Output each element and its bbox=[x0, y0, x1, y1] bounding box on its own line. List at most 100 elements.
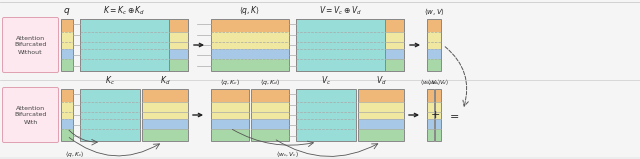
Bar bbox=[251, 119, 289, 129]
Bar bbox=[80, 102, 140, 112]
Bar bbox=[385, 32, 404, 42]
Bar bbox=[427, 89, 434, 141]
Bar bbox=[211, 19, 289, 71]
Bar bbox=[358, 112, 404, 119]
Text: $V_c$: $V_c$ bbox=[321, 75, 331, 87]
Bar bbox=[427, 42, 441, 49]
Bar bbox=[435, 102, 441, 112]
Bar bbox=[296, 59, 385, 71]
Bar bbox=[296, 129, 356, 141]
Bar bbox=[296, 89, 356, 141]
Bar bbox=[61, 119, 73, 129]
Text: $\langle q, K_c \rangle$: $\langle q, K_c \rangle$ bbox=[65, 149, 84, 159]
Bar bbox=[142, 89, 188, 141]
Bar bbox=[142, 119, 188, 129]
Bar bbox=[251, 102, 289, 112]
Bar bbox=[142, 112, 188, 119]
Bar bbox=[296, 19, 385, 32]
Bar bbox=[211, 129, 249, 141]
Text: Bifurcated: Bifurcated bbox=[14, 42, 47, 48]
Bar bbox=[385, 19, 404, 32]
Bar bbox=[251, 112, 289, 119]
Bar bbox=[427, 89, 434, 102]
Bar bbox=[385, 59, 404, 71]
Bar bbox=[296, 102, 356, 112]
Text: Bifurcated: Bifurcated bbox=[14, 113, 47, 118]
Bar bbox=[80, 112, 140, 119]
Bar bbox=[251, 89, 289, 102]
Bar bbox=[385, 42, 404, 49]
Text: Without: Without bbox=[18, 49, 43, 55]
Bar bbox=[251, 89, 289, 141]
Bar bbox=[251, 129, 289, 141]
Bar bbox=[211, 112, 249, 119]
Bar bbox=[80, 129, 140, 141]
Bar bbox=[169, 19, 188, 32]
Bar bbox=[211, 119, 249, 129]
Bar bbox=[435, 112, 441, 119]
Bar bbox=[61, 89, 73, 141]
Bar bbox=[80, 89, 140, 141]
Bar bbox=[80, 42, 169, 49]
FancyBboxPatch shape bbox=[3, 17, 58, 73]
Bar bbox=[211, 102, 249, 112]
Bar bbox=[296, 89, 356, 102]
Bar bbox=[358, 129, 404, 141]
Text: $\langle q, K_d \rangle$: $\langle q, K_d \rangle$ bbox=[260, 77, 280, 87]
Bar bbox=[427, 129, 434, 141]
Bar bbox=[61, 89, 73, 102]
Bar bbox=[169, 42, 188, 49]
Bar bbox=[61, 49, 73, 59]
Bar bbox=[211, 49, 289, 59]
Bar bbox=[427, 49, 441, 59]
Bar bbox=[80, 32, 169, 42]
Bar bbox=[435, 89, 441, 141]
Bar bbox=[211, 32, 289, 42]
Text: $V_d$: $V_d$ bbox=[376, 75, 387, 87]
Bar bbox=[435, 89, 441, 102]
Text: $K_c$: $K_c$ bbox=[105, 75, 115, 87]
Bar bbox=[169, 49, 188, 59]
Text: $\langle w_c, V_c \rangle$: $\langle w_c, V_c \rangle$ bbox=[276, 149, 300, 159]
Bar bbox=[61, 102, 73, 112]
Text: $=$: $=$ bbox=[447, 110, 460, 120]
Bar bbox=[296, 19, 404, 71]
Text: $\langle w_d, V_d \rangle$: $\langle w_d, V_d \rangle$ bbox=[351, 157, 375, 159]
Text: $\langle w_c,V_c\rangle$: $\langle w_c,V_c\rangle$ bbox=[420, 77, 441, 87]
Bar bbox=[80, 89, 140, 102]
Bar bbox=[358, 89, 404, 141]
Bar bbox=[385, 49, 404, 59]
Bar bbox=[385, 19, 404, 71]
Text: $\langle q, K \rangle$: $\langle q, K \rangle$ bbox=[239, 4, 260, 17]
Bar bbox=[427, 112, 434, 119]
Bar bbox=[211, 59, 289, 71]
Bar bbox=[296, 112, 356, 119]
Bar bbox=[80, 19, 169, 32]
Bar bbox=[169, 19, 188, 71]
Bar bbox=[358, 119, 404, 129]
Bar bbox=[80, 59, 169, 71]
Text: $V = V_c \oplus V_d$: $V = V_c \oplus V_d$ bbox=[319, 4, 362, 17]
Bar bbox=[427, 102, 434, 112]
Text: $\langle w, V \rangle$: $\langle w, V \rangle$ bbox=[424, 6, 444, 17]
Bar bbox=[61, 59, 73, 71]
Bar bbox=[296, 32, 385, 42]
Bar bbox=[80, 19, 169, 71]
Bar bbox=[80, 19, 188, 71]
Bar bbox=[211, 89, 249, 102]
Text: $K_d$: $K_d$ bbox=[160, 75, 170, 87]
Text: $\langle q, K_d \rangle$: $\langle q, K_d \rangle$ bbox=[124, 157, 144, 159]
Bar bbox=[358, 89, 404, 102]
Bar bbox=[427, 32, 441, 42]
Bar bbox=[296, 119, 356, 129]
Text: $\langle q, K_c \rangle$: $\langle q, K_c \rangle$ bbox=[220, 77, 240, 87]
Bar bbox=[61, 32, 73, 42]
Bar bbox=[169, 59, 188, 71]
Bar bbox=[80, 49, 169, 59]
Bar bbox=[142, 102, 188, 112]
Text: $\langle w_d,V_d\rangle$: $\langle w_d,V_d\rangle$ bbox=[427, 77, 449, 87]
Bar bbox=[296, 19, 385, 71]
Text: $K = K_c \oplus K_d$: $K = K_c \oplus K_d$ bbox=[103, 4, 146, 17]
Bar bbox=[296, 49, 385, 59]
Text: $+$: $+$ bbox=[430, 110, 440, 121]
